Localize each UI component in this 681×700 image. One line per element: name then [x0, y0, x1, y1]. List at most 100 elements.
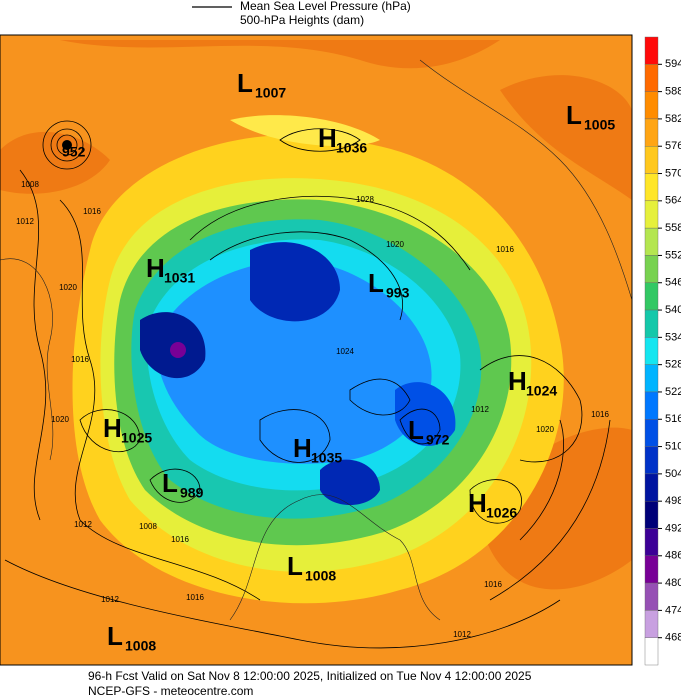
colorbar-cell	[644, 500, 659, 529]
colorbar-cell	[644, 419, 659, 447]
colorbar-cell	[644, 391, 659, 420]
colorbar-label: 510	[665, 440, 681, 452]
colorbar-label: 468	[665, 632, 681, 644]
isobar-label: 1012	[74, 520, 92, 529]
isobar-label: 1020	[386, 240, 404, 249]
colorbar-cell	[644, 36, 659, 65]
center-letter: H	[508, 366, 527, 396]
colorbar-label: 570	[665, 167, 681, 179]
colorbar-label: 534	[665, 331, 681, 343]
colorbar-label: 540	[665, 304, 681, 316]
center-value: 1025	[121, 430, 152, 446]
isobar-label: 1016	[83, 207, 101, 216]
center-letter: L	[287, 551, 303, 581]
isobar-label: 1028	[356, 195, 374, 204]
colorbar-cell	[644, 309, 659, 338]
colorbar-cell	[644, 227, 659, 256]
isobar-label: 1012	[101, 595, 119, 604]
colorbar-cell	[644, 64, 659, 92]
center-value: 1036	[336, 140, 367, 156]
colorbar-label: 588	[665, 86, 681, 98]
center-value: 1008	[305, 568, 336, 584]
center-letter: H	[146, 253, 165, 283]
isobar-label: 1020	[59, 283, 77, 292]
isobar-label: 1016	[186, 593, 204, 602]
colorbar-label: 552	[665, 249, 681, 261]
center-letter: L	[566, 100, 582, 130]
isobar-label: 1016	[484, 580, 502, 589]
isobar-label: 1012	[471, 405, 489, 414]
colorbar-cell	[644, 446, 659, 475]
colorbar-cell	[644, 610, 659, 638]
colorbar-cell	[644, 200, 659, 229]
center-value: 1024	[526, 383, 557, 399]
map-frame	[0, 34, 633, 666]
colorbar-cell	[644, 555, 659, 584]
center-value: 1035	[311, 450, 342, 466]
center-letter: H	[293, 433, 312, 463]
colorbar-cell	[644, 255, 659, 283]
isobar-label: 1012	[16, 217, 34, 226]
center-letter: H	[103, 413, 122, 443]
colorbar-label: 516	[665, 413, 681, 425]
isobar-label: 1016	[71, 355, 89, 364]
center-value: 972	[426, 432, 450, 448]
colorbar-label: 582	[665, 113, 681, 125]
colorbar-cell	[644, 91, 659, 120]
isobar-label: 1008	[139, 522, 157, 531]
colorbar-label: 522	[665, 386, 681, 398]
center-value: 989	[180, 485, 204, 501]
colorbar-cell	[644, 637, 659, 666]
isobar-label: 1016	[171, 535, 189, 544]
colorbar-cell	[644, 282, 659, 311]
colorbar-cell	[644, 528, 659, 556]
isobar-label: 1020	[51, 415, 69, 424]
colorbar-label: 546	[665, 277, 681, 289]
footer-valid: 96-h Fcst Valid on Sat Nov 8 12:00:00 20…	[88, 669, 532, 683]
colorbar-cell	[644, 118, 659, 147]
colorbar-label: 564	[665, 195, 681, 207]
center-letter: L	[368, 268, 384, 298]
colorbar-cell	[644, 146, 659, 174]
center-value: 1026	[486, 505, 517, 521]
colorbar-label: 486	[665, 550, 681, 562]
colorbar-cell	[644, 364, 659, 393]
map	[0, 35, 632, 665]
colorbar-label: 594	[665, 58, 681, 70]
colorbar-cell	[644, 582, 659, 611]
legend-line-label: Mean Sea Level Pressure (hPa)	[240, 0, 411, 13]
isobar-label: 1020	[536, 425, 554, 434]
colorbar-label: 576	[665, 140, 681, 152]
legend-fill-label: 500-hPa Heights (dam)	[240, 13, 364, 27]
colorbar-cell	[644, 173, 659, 202]
isobar-label: 1016	[591, 410, 609, 419]
center-value: 1007	[255, 85, 286, 101]
colorbar-label: 480	[665, 577, 681, 589]
colorbar-label: 558	[665, 222, 681, 234]
cyclone-eye	[62, 140, 72, 150]
colorbar-label: 492	[665, 522, 681, 534]
isobar-label: 1012	[453, 630, 471, 639]
center-letter: L	[237, 68, 253, 98]
center-value: 952	[62, 144, 86, 160]
center-letter: H	[468, 488, 487, 518]
center-value: 1005	[584, 117, 615, 133]
center-letter: L	[107, 621, 123, 651]
footer-source: NCEP-GFS - meteocentre.com	[88, 684, 253, 698]
colorbar-label: 498	[665, 495, 681, 507]
overlay: 594 588 582 576 570 564 558 552 546 540 534 528 522 5…	[16, 36, 681, 666]
center-value: 1031	[164, 270, 195, 286]
center-letter: L	[408, 415, 424, 445]
colorbar-cell	[644, 473, 659, 502]
isobar-label: 1008	[21, 180, 39, 189]
colorbar-label: 474	[665, 604, 681, 616]
colorbar-cell	[644, 337, 659, 365]
colorbar-label: 528	[665, 359, 681, 371]
center-letter: H	[318, 123, 337, 153]
isobar-label: 1024	[336, 347, 354, 356]
center-letter: L	[162, 468, 178, 498]
isobar-label: 1016	[496, 245, 514, 254]
colorbar-label: 504	[665, 468, 681, 480]
center-value: 1008	[125, 638, 156, 654]
